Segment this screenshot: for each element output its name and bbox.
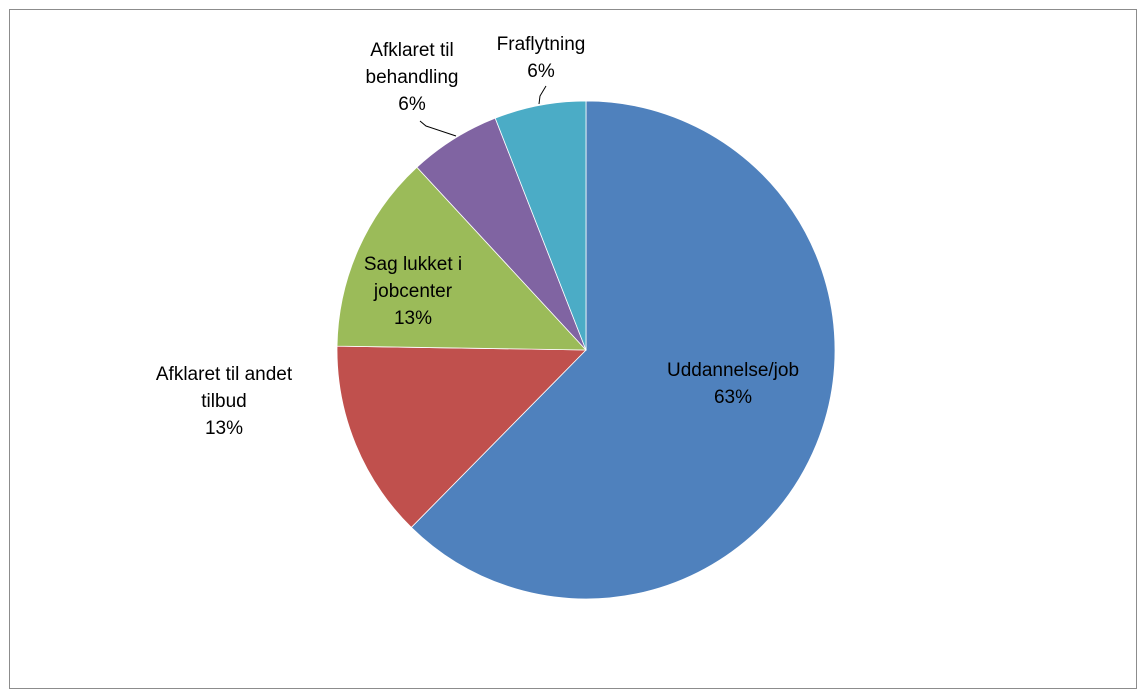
pie-slices [336,100,836,600]
pie-slice-uddannelse-job [410,100,836,600]
data-label-sag-lukket-i-jobcenter: Sag lukket i jobcenter 13% [364,254,462,329]
leader-line-fraflytning [538,85,547,105]
slice-labels: Uddannelse/job 63% Afklaret til andet tilbu… [156,34,799,439]
data-label-uddannelse-job: Uddannelse/job 63% [667,360,799,408]
pie-slice-afklaret-til-andet-tilbud [336,345,587,528]
data-label-fraflytning: Fraflytning 6% [497,34,586,82]
data-label-afklaret-til-andet-tilbud: Afklaret til andet tilbud 13% [156,364,293,439]
leader-lines [419,85,547,137]
pie-slice-fraflytning [494,100,587,351]
data-label-afklaret-til-behandling: Afklaret til behandling 6% [366,40,459,115]
leader-line-afklaret-til-behandling [419,120,457,137]
pie-slice-sag-lukket-i-jobcenter [336,166,587,351]
